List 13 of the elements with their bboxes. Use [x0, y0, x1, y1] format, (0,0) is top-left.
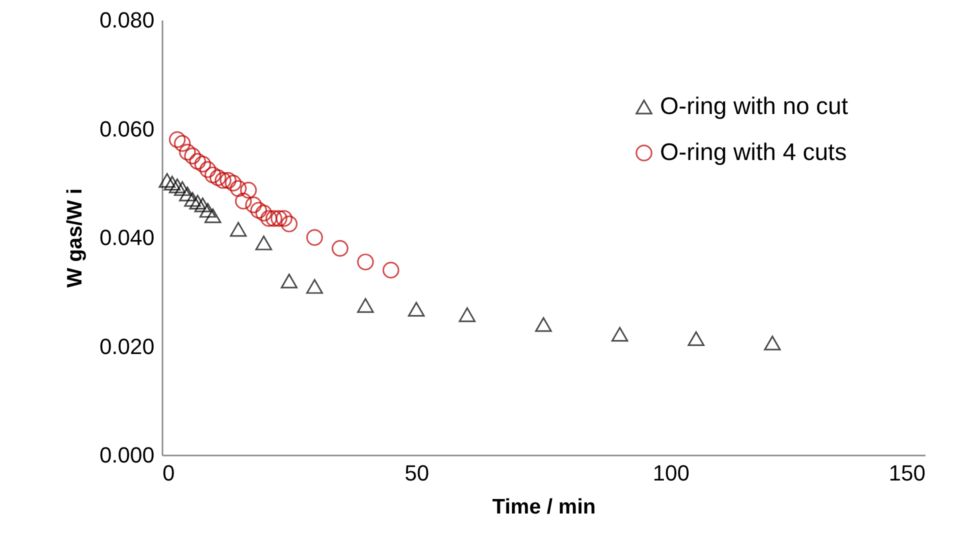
legend-label: O-ring with 4 cuts	[660, 139, 847, 166]
y-tick-label: 0.060	[99, 116, 154, 142]
y-tick-label: 0.040	[99, 225, 154, 250]
y-tick-label: 0.020	[99, 334, 154, 359]
x-tick-label: 50	[404, 460, 430, 486]
y-tick-label: 0.080	[99, 8, 154, 32]
x-tick-label: 100	[652, 460, 690, 486]
y-tick-label: 0.000	[99, 442, 154, 468]
x-axis-title: Time / min	[492, 496, 596, 518]
legend-label: O-ring with no cut	[660, 93, 848, 120]
x-tick-label: 0	[162, 460, 175, 486]
x-tick-label: 150	[888, 460, 926, 486]
y-axis-title: W gas/W i	[63, 188, 86, 288]
